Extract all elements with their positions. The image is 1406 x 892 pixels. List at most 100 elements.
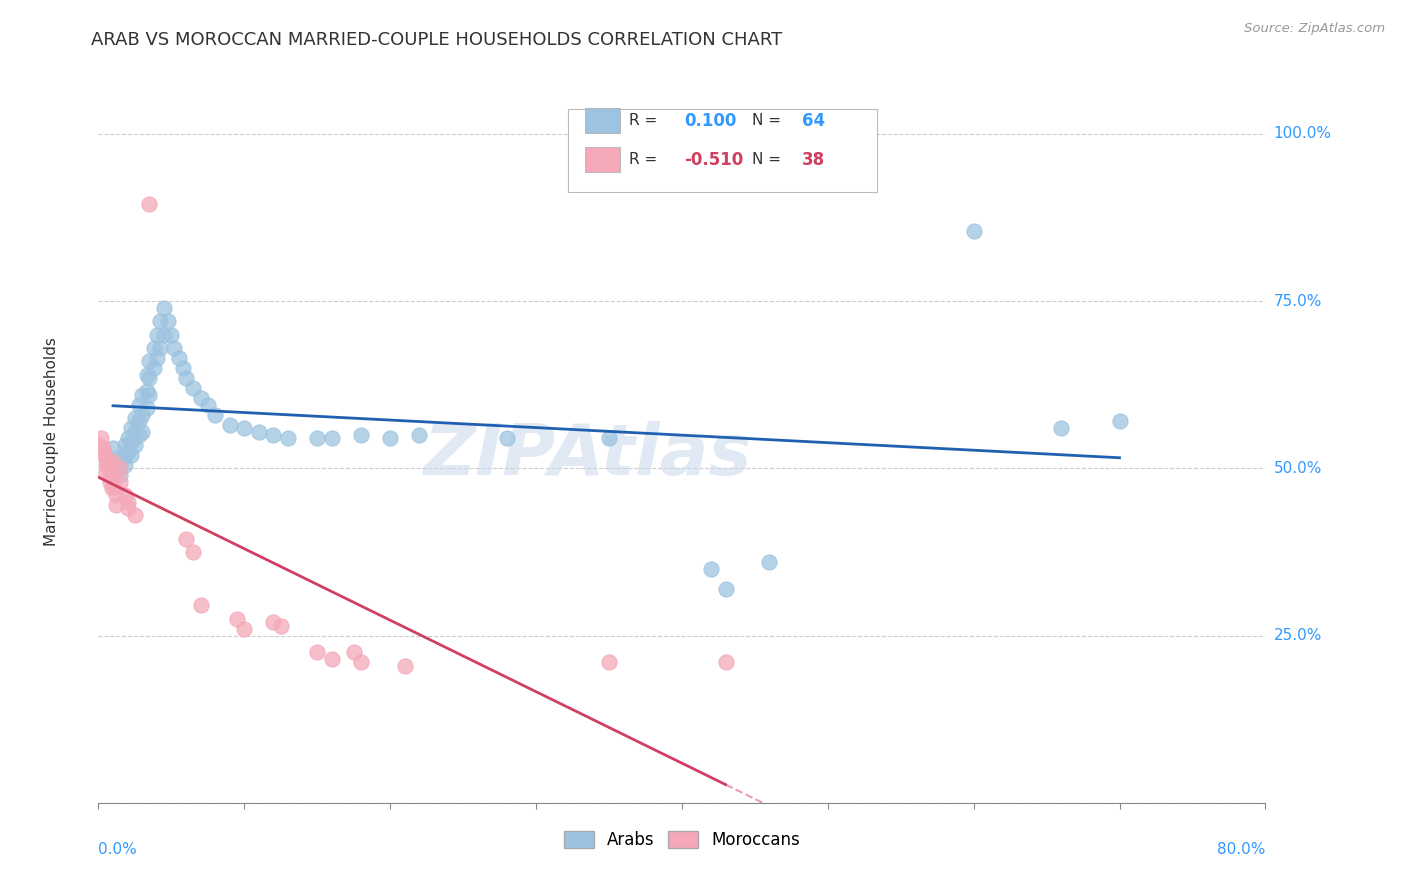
Point	[114, 458, 136, 472]
FancyBboxPatch shape	[568, 109, 877, 193]
Text: N =: N =	[752, 113, 780, 128]
Point	[758, 555, 780, 569]
Point	[142, 361, 165, 376]
Point	[270, 618, 292, 632]
Point	[94, 458, 117, 472]
Point	[172, 361, 194, 376]
Point	[128, 398, 150, 412]
Point	[146, 327, 169, 342]
Point	[120, 421, 142, 435]
Point	[131, 387, 153, 401]
Text: 0.100: 0.100	[685, 112, 737, 129]
Text: 64: 64	[801, 112, 825, 129]
Point	[101, 455, 124, 469]
Point	[343, 645, 366, 659]
Point	[157, 314, 180, 328]
Point	[380, 431, 402, 445]
Point	[307, 431, 329, 445]
Point	[110, 461, 132, 475]
Point	[114, 438, 136, 452]
Text: R =: R =	[630, 153, 658, 168]
Point	[190, 391, 212, 405]
Point	[350, 427, 373, 442]
Point	[124, 438, 146, 452]
Point	[307, 645, 329, 659]
Point	[181, 381, 204, 395]
Point	[90, 431, 112, 445]
Point	[167, 351, 190, 365]
Point	[350, 655, 373, 669]
Point	[149, 341, 172, 355]
Text: 50.0%: 50.0%	[1274, 461, 1322, 475]
Point	[135, 368, 157, 382]
Point	[598, 431, 620, 445]
Point	[1108, 414, 1130, 429]
Point	[153, 301, 176, 315]
Point	[101, 467, 124, 482]
Point	[120, 448, 142, 462]
Point	[131, 425, 153, 439]
Point	[138, 387, 160, 401]
Point	[120, 434, 142, 449]
Point	[247, 425, 270, 439]
Text: 0.0%: 0.0%	[98, 842, 138, 856]
Point	[174, 371, 197, 385]
Point	[174, 532, 197, 546]
Point	[117, 494, 139, 508]
Point	[135, 401, 157, 416]
Point	[97, 461, 120, 475]
Point	[218, 417, 240, 432]
Text: Married-couple Households: Married-couple Households	[44, 337, 59, 546]
Point	[233, 622, 256, 636]
Text: 80.0%: 80.0%	[1218, 842, 1265, 856]
Point	[94, 465, 117, 479]
Point	[262, 615, 284, 630]
Point	[117, 431, 139, 445]
Point	[104, 451, 127, 466]
Point	[98, 467, 121, 482]
Point	[138, 371, 160, 385]
Point	[181, 545, 204, 559]
Point	[94, 451, 117, 466]
Point	[142, 341, 165, 355]
Point	[138, 197, 160, 211]
Point	[87, 438, 110, 452]
Point	[110, 455, 132, 469]
Point	[131, 408, 153, 422]
FancyBboxPatch shape	[585, 147, 620, 172]
Point	[135, 384, 157, 399]
Point	[321, 652, 343, 666]
Point	[226, 612, 249, 626]
Point	[101, 478, 124, 492]
Point	[100, 482, 122, 496]
Point	[105, 461, 128, 475]
Point	[496, 431, 519, 445]
Point	[277, 431, 299, 445]
Point	[104, 498, 127, 512]
Text: ARAB VS MOROCCAN MARRIED-COUPLE HOUSEHOLDS CORRELATION CHART: ARAB VS MOROCCAN MARRIED-COUPLE HOUSEHOL…	[91, 31, 783, 49]
Legend: Arabs, Moroccans: Arabs, Moroccans	[557, 824, 807, 856]
FancyBboxPatch shape	[585, 109, 620, 133]
Point	[146, 351, 169, 365]
Point	[117, 444, 139, 458]
Point	[91, 442, 114, 455]
Point	[93, 448, 115, 462]
Point	[124, 425, 146, 439]
Text: N =: N =	[752, 153, 780, 168]
Point	[96, 455, 118, 469]
Point	[1050, 421, 1073, 435]
Point	[128, 414, 150, 429]
Point	[110, 467, 132, 482]
Point	[262, 427, 284, 442]
Point	[962, 224, 984, 238]
Point	[124, 508, 146, 523]
Point	[114, 488, 136, 502]
Text: Source: ZipAtlas.com: Source: ZipAtlas.com	[1244, 22, 1385, 36]
Point	[321, 431, 343, 445]
Text: R =: R =	[630, 113, 658, 128]
Point	[233, 421, 256, 435]
Point	[149, 314, 172, 328]
Point	[714, 655, 737, 669]
Text: 100.0%: 100.0%	[1274, 127, 1331, 141]
Point	[197, 398, 219, 412]
